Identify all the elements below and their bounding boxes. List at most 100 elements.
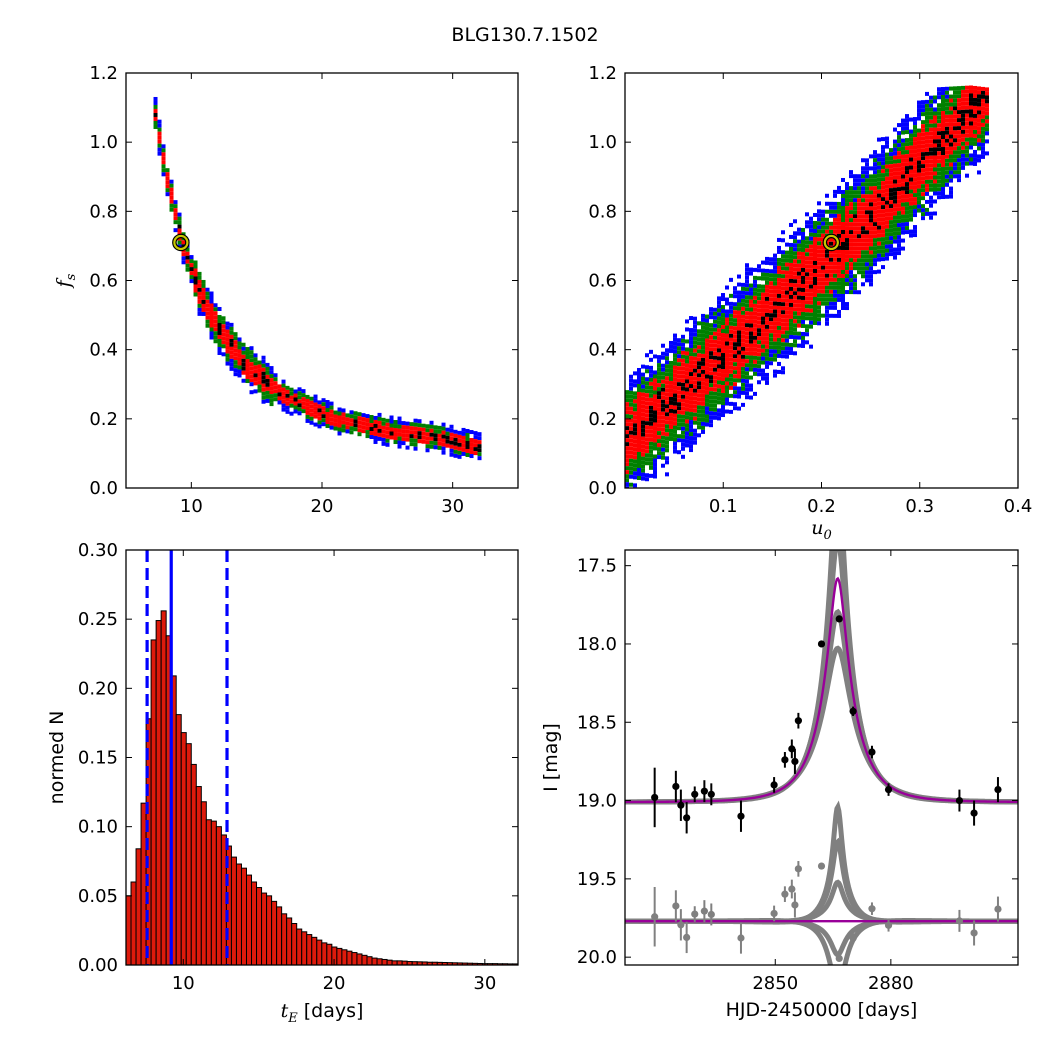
density-cell [813,244,817,249]
density-cell [813,300,817,305]
density-cell [905,206,909,211]
density-cell [297,395,302,400]
density-cell [309,412,314,417]
residual-point [651,913,659,921]
density-cell [765,376,769,381]
density-cell [781,230,785,235]
density-cell [329,405,334,410]
density-cell [865,258,869,263]
density-cell [629,374,633,379]
density-cell [325,420,330,425]
density-cell [833,269,837,274]
density-cell [313,414,318,419]
density-cell [969,97,973,102]
density-cell [693,320,697,325]
density-cell [789,314,793,319]
density-cell [357,416,362,421]
density-cell [233,372,238,377]
density-cell [365,426,370,431]
density-cell [437,425,442,430]
density-cell [793,331,797,336]
density-cell [773,293,777,298]
density-cell [789,270,793,275]
density-cell [761,324,765,329]
density-cell [921,136,925,141]
density-cell [893,219,897,224]
density-cell [729,409,733,414]
density-cell [861,270,865,275]
density-cell [201,279,206,284]
density-cell [425,440,430,445]
density-cell [813,256,817,261]
density-cell [457,434,462,439]
density-cell [985,139,989,144]
density-cell [681,438,685,443]
density-cell [933,163,937,168]
density-cell [913,229,917,234]
density-cell [897,147,901,152]
density-cell [749,287,753,292]
density-cell [861,166,865,171]
density-cell [177,216,182,221]
density-cell [709,371,713,376]
density-cell [785,338,789,343]
density-cell [789,346,793,351]
density-cell [257,360,262,365]
density-cell [873,230,877,235]
density-cell [321,406,326,411]
density-cell [257,368,262,373]
density-cell [889,188,893,193]
density-cell [221,316,226,321]
density-cell [885,180,889,185]
density-cell [925,119,929,124]
density-cell [705,326,709,331]
density-cell [649,433,653,438]
density-cell [809,216,813,221]
density-cell [781,258,785,263]
best-model-curve [625,576,1018,804]
density-cell [153,116,158,121]
density-cell [693,400,697,405]
density-cell [737,334,741,339]
density-cell [725,329,729,334]
density-cell [677,414,681,419]
density-cell [889,168,893,173]
density-cell [453,449,458,454]
density-cell [657,403,661,408]
density-cell [353,427,358,432]
density-cell [865,242,869,247]
density-cell [165,188,170,193]
density-cell [697,373,701,378]
density-cell [953,114,957,119]
density-cell [781,330,785,335]
data-point [781,756,789,764]
density-cell [849,198,853,203]
density-cell [901,174,905,179]
density-cell [945,90,949,95]
density-cell [845,270,849,275]
residual-point [691,910,699,918]
density-cell [461,427,466,432]
density-cell [641,392,645,397]
density-cell [869,238,873,243]
density-cell [685,427,689,432]
density-cell [853,198,857,203]
density-cell [649,369,653,374]
density-cell [969,89,973,94]
density-cell [225,333,230,338]
y-tick-label: 0.4 [588,340,617,361]
density-cell [873,258,877,263]
density-cell [625,446,629,451]
density-cell [777,277,781,282]
density-cell [669,348,673,353]
density-cell [905,154,909,159]
density-cell [785,282,789,287]
density-cell [913,209,917,214]
density-cell [665,360,669,365]
density-cell [713,363,717,368]
density-cell [685,415,689,420]
density-cell [157,135,162,140]
density-cell [785,322,789,327]
density-cell [829,201,833,206]
density-cell [181,240,186,245]
